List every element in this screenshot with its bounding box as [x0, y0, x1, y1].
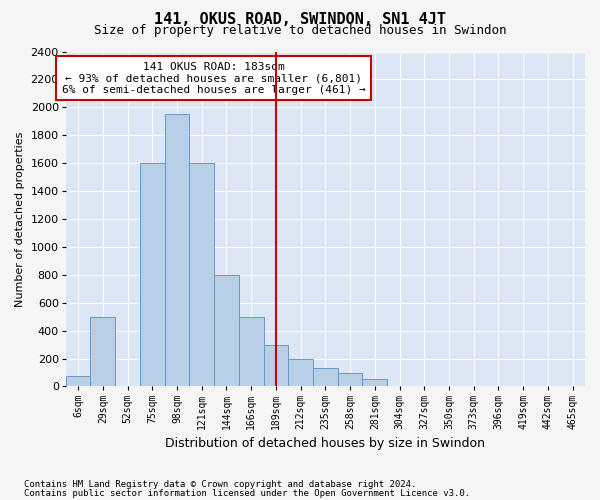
Bar — [164, 114, 190, 386]
Bar — [263, 344, 288, 387]
Text: Contains public sector information licensed under the Open Government Licence v3: Contains public sector information licen… — [24, 488, 470, 498]
Bar — [239, 316, 263, 386]
Y-axis label: Number of detached properties: Number of detached properties — [15, 132, 25, 306]
Bar — [190, 163, 214, 386]
Bar — [362, 380, 387, 386]
Text: Contains HM Land Registry data © Crown copyright and database right 2024.: Contains HM Land Registry data © Crown c… — [24, 480, 416, 489]
Text: 141 OKUS ROAD: 183sqm
← 93% of detached houses are smaller (6,801)
6% of semi-de: 141 OKUS ROAD: 183sqm ← 93% of detached … — [62, 62, 365, 94]
Bar — [91, 316, 115, 386]
X-axis label: Distribution of detached houses by size in Swindon: Distribution of detached houses by size … — [166, 437, 485, 450]
Bar — [338, 372, 362, 386]
Bar — [66, 376, 91, 386]
Bar — [288, 358, 313, 386]
Bar — [140, 163, 164, 386]
Bar — [214, 275, 239, 386]
Text: Size of property relative to detached houses in Swindon: Size of property relative to detached ho… — [94, 24, 506, 37]
Text: 141, OKUS ROAD, SWINDON, SN1 4JT: 141, OKUS ROAD, SWINDON, SN1 4JT — [154, 12, 446, 28]
Bar — [313, 368, 338, 386]
